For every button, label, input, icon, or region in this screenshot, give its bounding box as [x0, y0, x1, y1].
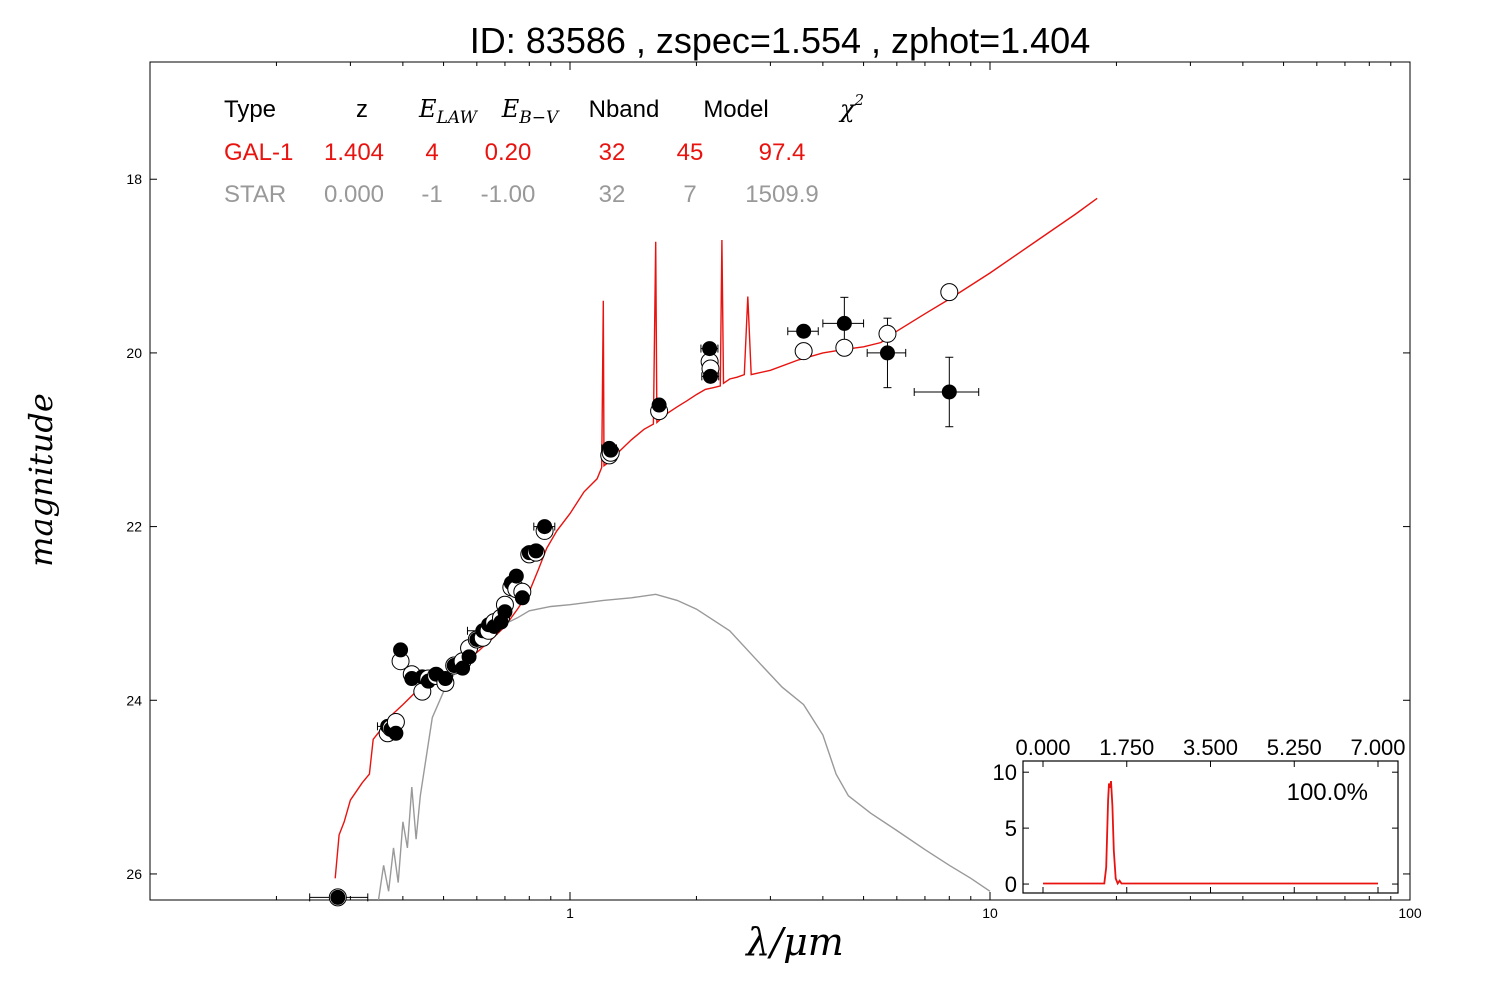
observed-magnitude-marker [508, 568, 524, 584]
x-tick-label: 1 [566, 905, 574, 921]
inset-y-tick-label: 5 [1005, 816, 1017, 841]
inset-series [1043, 780, 1378, 886]
model-curves [334, 197, 1098, 900]
y-tick-label: 26 [126, 866, 142, 882]
inset-frame [1022, 760, 1399, 894]
y-tick-label: 18 [126, 171, 142, 187]
table-cell: STAR [224, 181, 286, 208]
observed-magnitude-marker [796, 323, 812, 339]
photometry-point [533, 519, 556, 540]
table-cell: -1 [421, 181, 442, 208]
y-tick-label: 24 [126, 692, 142, 708]
observed-magnitude-marker [461, 649, 477, 665]
table-cell: 0.000 [324, 181, 384, 208]
table-cell: 1509.9 [745, 181, 818, 208]
pdz-inset: 0.000 1.750 3.500 5.250 7.000 0 5 10 100.0% [993, 735, 1406, 897]
table-header: Model [703, 96, 768, 123]
y-tick-label: 22 [126, 519, 142, 535]
observed-magnitude-marker [941, 384, 957, 400]
inset-x-tick-label: 3.500 [1183, 735, 1238, 760]
photometry-points [309, 283, 980, 907]
pdz-line [1043, 780, 1378, 886]
inset-x-tick-label: 0.000 [1015, 735, 1070, 760]
observed-magnitude-marker [497, 604, 513, 620]
table-header: z [356, 96, 368, 123]
model-magnitude-marker [940, 283, 959, 302]
model-magnitude-marker [835, 338, 854, 357]
photometry-point [495, 595, 514, 620]
photometry-point [513, 582, 532, 606]
table-cell: 0.20 [485, 139, 532, 166]
photometry-point [601, 442, 620, 462]
photometry-point [453, 652, 472, 676]
table-cell: 7 [683, 181, 696, 208]
observed-magnitude-marker [393, 642, 409, 658]
table-cell: 32 [599, 181, 626, 208]
x-tick-label: 10 [982, 905, 998, 921]
photometry-point [787, 323, 819, 361]
model-magnitude-marker [794, 342, 813, 361]
observed-magnitude-marker [528, 543, 544, 559]
figure-title: ID: 83586 , zspec=1.554 , zphot=1.404 [470, 20, 1090, 61]
photometry-point [527, 543, 546, 562]
inset-x-tick-label: 1.750 [1099, 735, 1154, 760]
observed-magnitude-marker [388, 725, 404, 741]
table-header: ELAW [418, 95, 478, 128]
y-tick-label: 20 [126, 345, 142, 361]
observed-magnitude-marker [514, 590, 530, 606]
model-magnitude-marker [878, 324, 897, 343]
inset-x-tick-label: 5.250 [1267, 735, 1322, 760]
observed-magnitude-marker [702, 368, 718, 384]
table-header: Type [224, 96, 276, 123]
table-header: χ2 [838, 91, 864, 123]
table-cell: GAL-1 [224, 139, 293, 166]
y-axis-ticks: 18 20 22 24 26 [126, 171, 1410, 882]
photometry-point [386, 712, 405, 741]
table-header: Nband [589, 96, 660, 123]
photometry-point [391, 642, 410, 671]
photometry-point [822, 296, 865, 357]
inset-annotation: 100.0% [1287, 779, 1368, 806]
fit-table: Type z Nband Model ELAW EB−V χ2 GAL-1 1.404 4 0.20… [224, 91, 864, 208]
x-axis-ticks: 1 10 100 [275, 62, 1422, 921]
table-header: EB−V [501, 95, 560, 128]
observed-magnitude-marker [330, 889, 346, 905]
observed-magnitude-marker [702, 341, 718, 357]
observed-magnitude-marker [603, 442, 619, 458]
x-tick-label: 100 [1398, 905, 1422, 921]
observed-magnitude-marker [879, 345, 895, 361]
table-cell: 1.404 [324, 139, 384, 166]
observed-magnitude-marker [437, 671, 453, 687]
plot-frame [149, 61, 1411, 901]
inset-ticks: 0.000 1.750 3.500 5.250 7.000 0 5 10 [993, 735, 1406, 897]
observed-magnitude-marker [836, 315, 852, 331]
photometry-point [866, 317, 907, 389]
observed-magnitude-marker [537, 519, 553, 535]
observed-magnitude-marker [651, 397, 667, 413]
y-axis-label: magnitude [22, 393, 60, 567]
table-cell: 4 [425, 139, 438, 166]
photometry-point [650, 397, 669, 421]
x-axis-label: λ/μm [744, 920, 844, 964]
inset-x-tick-label: 7.000 [1350, 735, 1405, 760]
table-cell: 32 [599, 139, 626, 166]
observed-magnitude-marker [455, 660, 471, 676]
galaxy-model-line [334, 197, 1098, 879]
inset-y-tick-label: 10 [993, 760, 1017, 785]
table-cell: 97.4 [759, 139, 806, 166]
table-cell: -1.00 [481, 181, 536, 208]
star-model-line [377, 593, 991, 900]
photometry-point [309, 888, 369, 907]
table-cell: 45 [677, 139, 704, 166]
photometry-point [913, 283, 980, 428]
photometry-point [701, 359, 720, 384]
inset-y-tick-label: 0 [1005, 872, 1017, 897]
photometry-point [436, 671, 455, 692]
